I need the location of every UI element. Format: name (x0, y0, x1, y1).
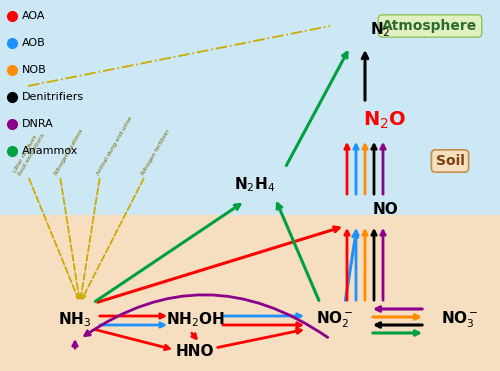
Text: AOB: AOB (22, 38, 46, 48)
Text: DNRA: DNRA (22, 119, 54, 129)
Text: Atmosphere: Atmosphere (382, 19, 478, 33)
Text: Nitrogen fixations: Nitrogen fixations (54, 128, 84, 176)
Text: NO$_2^-$: NO$_2^-$ (316, 310, 354, 330)
Text: N$_2$H$_4$: N$_2$H$_4$ (234, 175, 276, 194)
Text: NH$_3$: NH$_3$ (58, 311, 92, 329)
Text: Animal dung and urine: Animal dung and urine (96, 116, 134, 176)
Text: N$_2$: N$_2$ (370, 21, 390, 39)
Text: Anammox: Anammox (22, 146, 78, 156)
Text: Denitrifiers: Denitrifiers (22, 92, 84, 102)
Text: Litter residues
Root exudations: Litter residues Root exudations (12, 129, 46, 176)
Text: NO: NO (372, 203, 398, 217)
Text: HNO: HNO (176, 345, 214, 359)
Text: N$_2$O: N$_2$O (364, 109, 406, 131)
Text: NOB: NOB (22, 65, 47, 75)
Text: NO$_3^-$: NO$_3^-$ (441, 310, 479, 330)
Text: Nitrogen fertilizer: Nitrogen fertilizer (140, 129, 171, 176)
Bar (0, 215, 500, 371)
Text: Soil: Soil (436, 154, 464, 168)
Text: AOA: AOA (22, 11, 46, 21)
Text: NH$_2$OH: NH$_2$OH (166, 311, 224, 329)
